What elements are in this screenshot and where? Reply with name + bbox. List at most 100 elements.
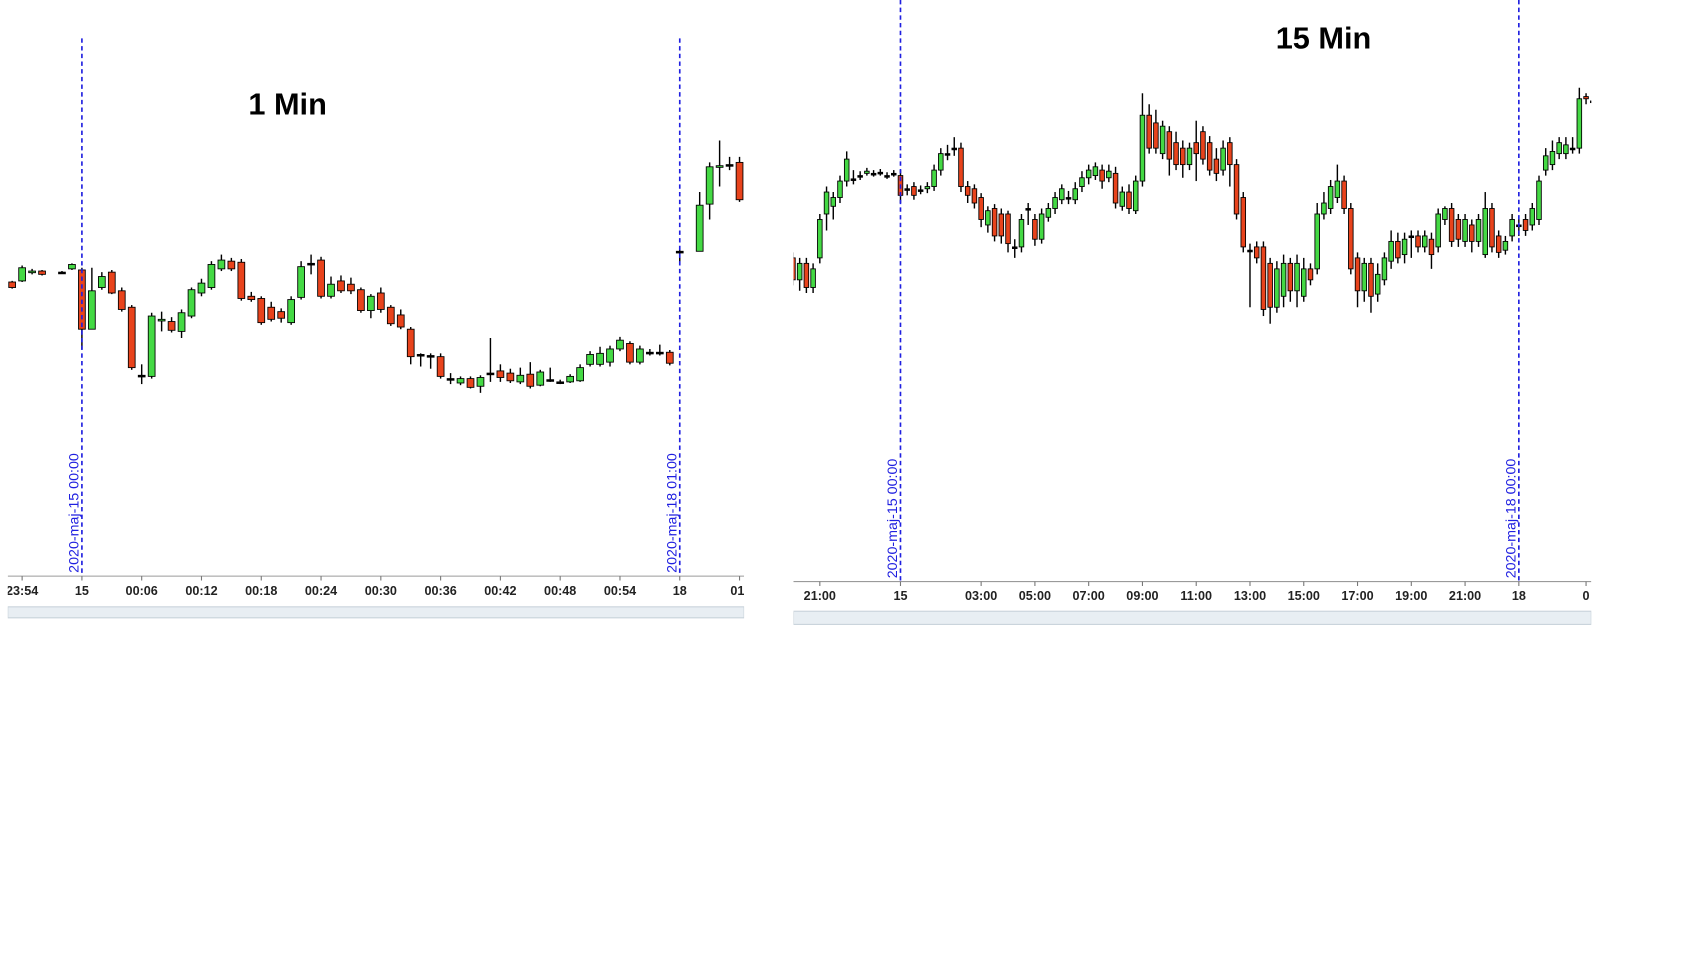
candle-body [850,178,857,181]
x-tick-label: 23:54 [6,584,38,598]
candle-body [796,262,803,281]
x-tick-label: 11:00 [1180,589,1212,603]
candle-body [1549,150,1556,166]
date-marker-label: 2020-maj-18 01:00 [664,453,680,573]
candle-body [1260,246,1267,310]
candle-body [1469,224,1475,242]
candle-body [1374,273,1381,295]
candle-body [1227,142,1233,166]
candle-body [1475,219,1482,242]
candle-body [107,271,116,294]
candle-body [1274,268,1280,308]
candle-body [556,381,565,384]
x-tick-label: 07:00 [1073,589,1105,603]
candle-body [1072,188,1078,201]
candle-body [1146,114,1152,149]
candle-body [964,186,971,196]
x-tick-label: 05:00 [1019,589,1051,603]
x-tick-label: 18 [1512,589,1526,603]
candle-body [28,270,36,274]
candle-body [486,372,495,376]
x-tick-label: 18 [673,584,687,598]
x-tick-label: 13:00 [1234,589,1266,603]
candle-body [1348,208,1354,270]
date-marker-label: 2020-maj-15 00:00 [67,453,83,573]
candle-body [938,153,944,171]
candle-body [18,267,26,282]
candle-body [277,311,286,319]
candle-body [1529,208,1536,226]
candle-body [1408,235,1415,239]
candle-body [1388,240,1394,262]
candle-body [386,306,395,325]
candle-body [1502,240,1509,251]
candle-body [1395,240,1401,259]
candle-body [857,175,863,178]
candle-body [1368,262,1374,297]
candle-body [446,378,455,381]
candle-body [1495,235,1502,253]
candle-body [877,171,884,175]
candle-body [1112,172,1119,204]
candle-body [1307,268,1314,281]
x-tick-label: 00:36 [424,584,456,598]
candle-body [506,372,515,382]
candle-body [1186,147,1193,166]
candle-body [1139,114,1146,182]
candle-body [1119,191,1126,207]
candle-body [496,370,505,378]
candle-body [1341,180,1347,209]
candle-body [843,158,850,182]
candle-body [971,188,978,204]
candle-body [1327,186,1334,209]
candle-body [725,164,734,167]
candle-body [526,373,535,387]
scroll-strip [793,610,1592,625]
candle-body [665,351,674,364]
candle-body [1536,180,1542,220]
x-tick-label: 17:00 [1341,589,1373,603]
candle-body [1583,96,1589,100]
scroll-strip [7,606,745,619]
candle-body [1126,191,1132,209]
candle-body [237,261,246,299]
candle-body [1106,170,1112,179]
candle-body [38,270,46,275]
candle-body [137,374,146,378]
candle-body [1280,262,1287,297]
candle-body [1166,131,1173,160]
candle-body [1045,208,1052,218]
chart-title: 1 Min [248,87,327,122]
candle-body [978,197,984,220]
x-tick-label: 00:30 [365,584,397,598]
candle-body [1092,166,1099,177]
candle-body [58,271,66,275]
candle-body [1442,208,1448,220]
x-tick-label: 15:00 [1288,589,1320,603]
candle-body [1173,142,1179,166]
candle-body [636,348,644,363]
candle-body [327,283,335,297]
candle-body [944,153,951,156]
candle-body [985,210,991,226]
candle-body [1059,188,1065,201]
x-tick-label: 15 [75,584,89,598]
candle-body [830,197,837,207]
candle-body [904,188,910,191]
candle-body [870,172,877,176]
candle-body [376,292,385,310]
candle-body [227,260,236,270]
candle-body [1321,202,1327,215]
candle-body [287,299,295,324]
date-marker-label: 2020-maj-15 00:00 [885,459,901,579]
candle-body [1011,246,1018,249]
candle-body [596,352,604,365]
candle-body [1563,144,1569,155]
candle-body [1180,147,1186,166]
candle-body [1153,122,1159,149]
candle-body [267,306,276,320]
candle-body [566,375,574,383]
candle-body [297,266,305,298]
candle-body [1267,262,1273,308]
